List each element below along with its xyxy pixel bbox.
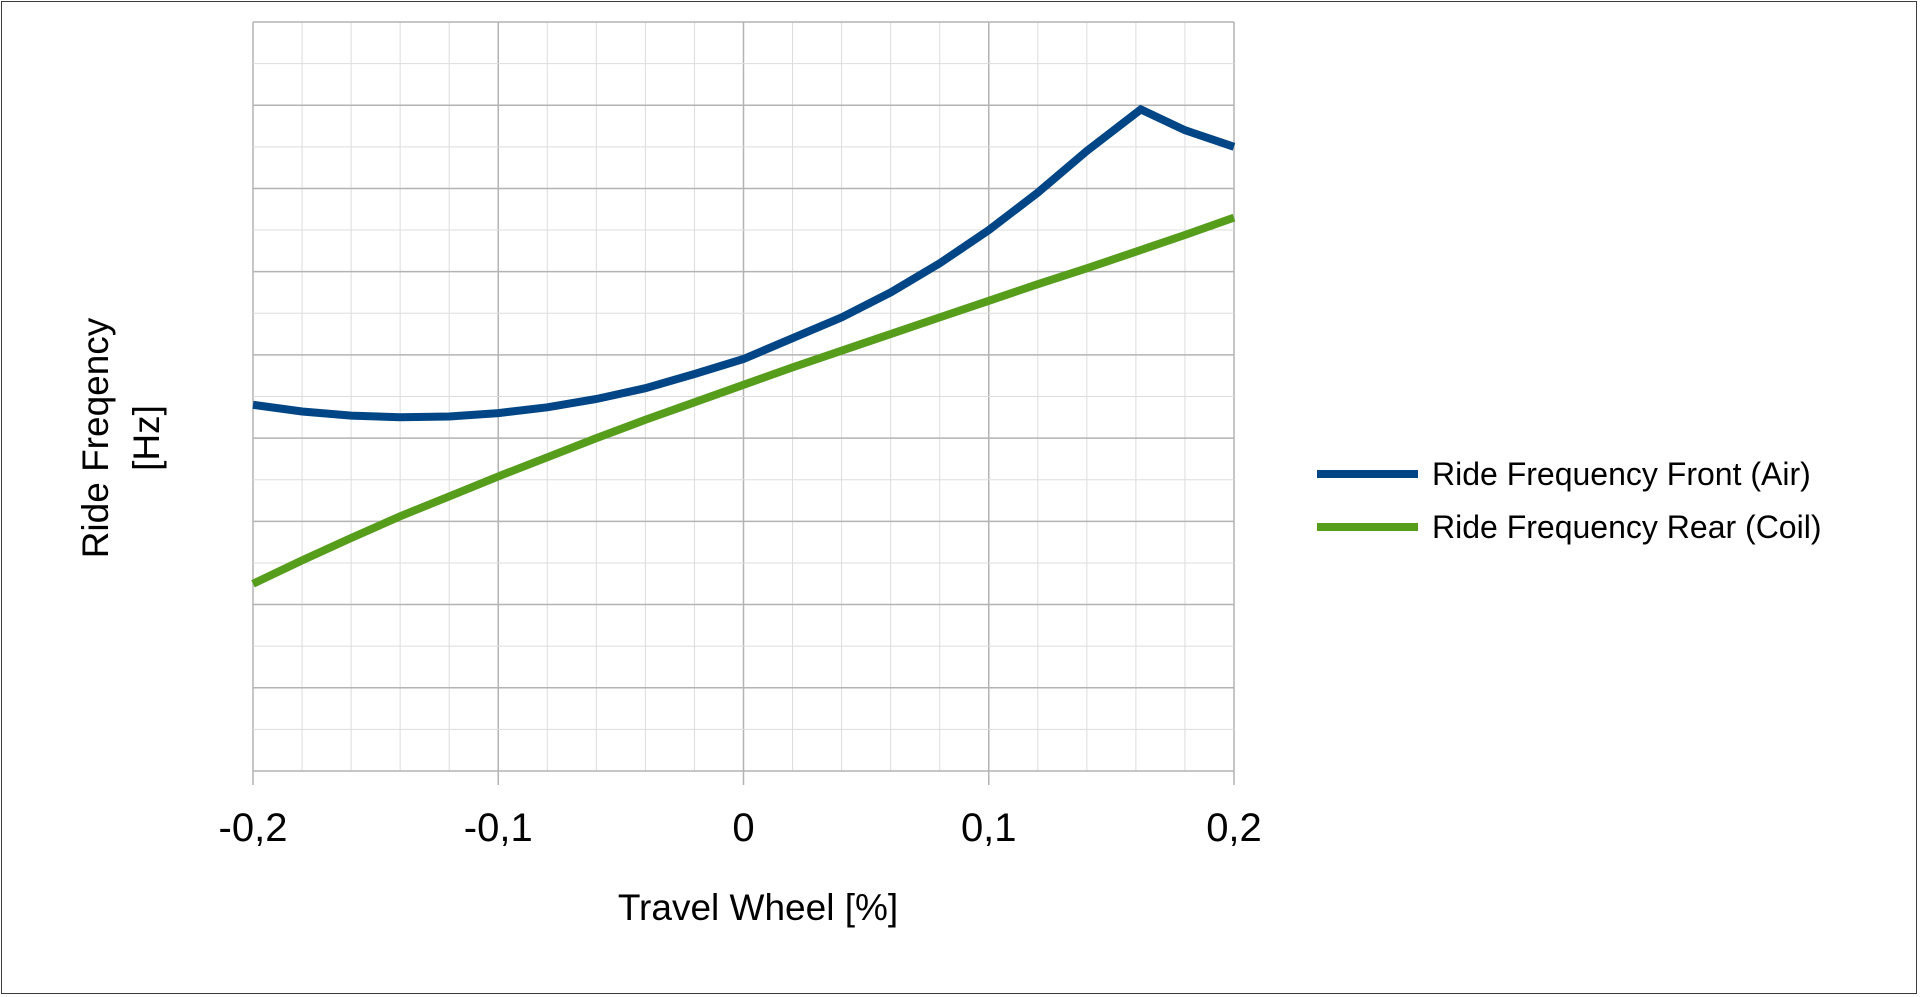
x-axis-title: Travel Wheel [%] (618, 887, 898, 928)
legend-label: Ride Frequency Front (Air) (1432, 456, 1811, 492)
x-tick-label: -0,1 (464, 806, 533, 850)
x-tick-label: 0,2 (1206, 806, 1262, 850)
y-axis-unit: [Hz] (126, 405, 167, 471)
series-line-rear-coil (251, 213, 1236, 588)
x-tick-label: -0,2 (219, 806, 288, 850)
legend: Ride Frequency Front (Air) Ride Frequency… (1317, 456, 1821, 545)
series-layer (251, 104, 1236, 588)
x-tick-label: 0 (732, 806, 754, 850)
y-axis-title: Ride Freqency (75, 317, 116, 558)
x-tick-labels: -0,2 -0,1 0 0,1 0,2 (219, 806, 1262, 850)
series-line-front-air (252, 104, 1236, 422)
grid-layer (252, 21, 1235, 785)
x-tick-label: 0,1 (961, 806, 1017, 850)
legend-label: Ride Frequency Rear (Coil) (1432, 509, 1821, 545)
